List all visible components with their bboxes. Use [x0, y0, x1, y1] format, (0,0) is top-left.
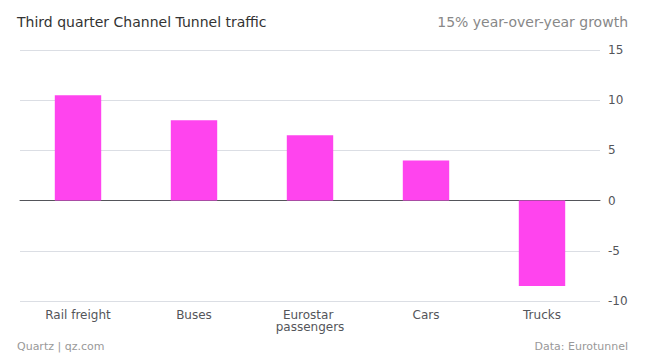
svg-text:Quartz | qz.com: Quartz | qz.com: [17, 340, 104, 353]
svg-text:Rail freight: Rail freight: [45, 308, 111, 322]
svg-text:15: 15: [608, 43, 623, 57]
svg-text:15% year-over-year growth: 15% year-over-year growth: [437, 14, 628, 30]
svg-text:Third quarter Channel Tunnel t: Third quarter Channel Tunnel traffic: [16, 14, 267, 30]
svg-text:5: 5: [608, 143, 616, 157]
svg-text:Eurostar: Eurostar: [282, 308, 338, 322]
svg-text:10: 10: [608, 93, 623, 107]
svg-text:0: 0: [608, 194, 616, 208]
svg-text:Data: Eurotunnel: Data: Eurotunnel: [535, 340, 628, 353]
svg-text:Buses: Buses: [176, 308, 212, 322]
svg-text:passengers: passengers: [276, 320, 345, 334]
svg-text:-10: -10: [608, 294, 628, 308]
svg-text:-5: -5: [608, 244, 620, 258]
svg-text:Cars: Cars: [413, 308, 440, 322]
svg-text:Trucks: Trucks: [522, 308, 561, 322]
